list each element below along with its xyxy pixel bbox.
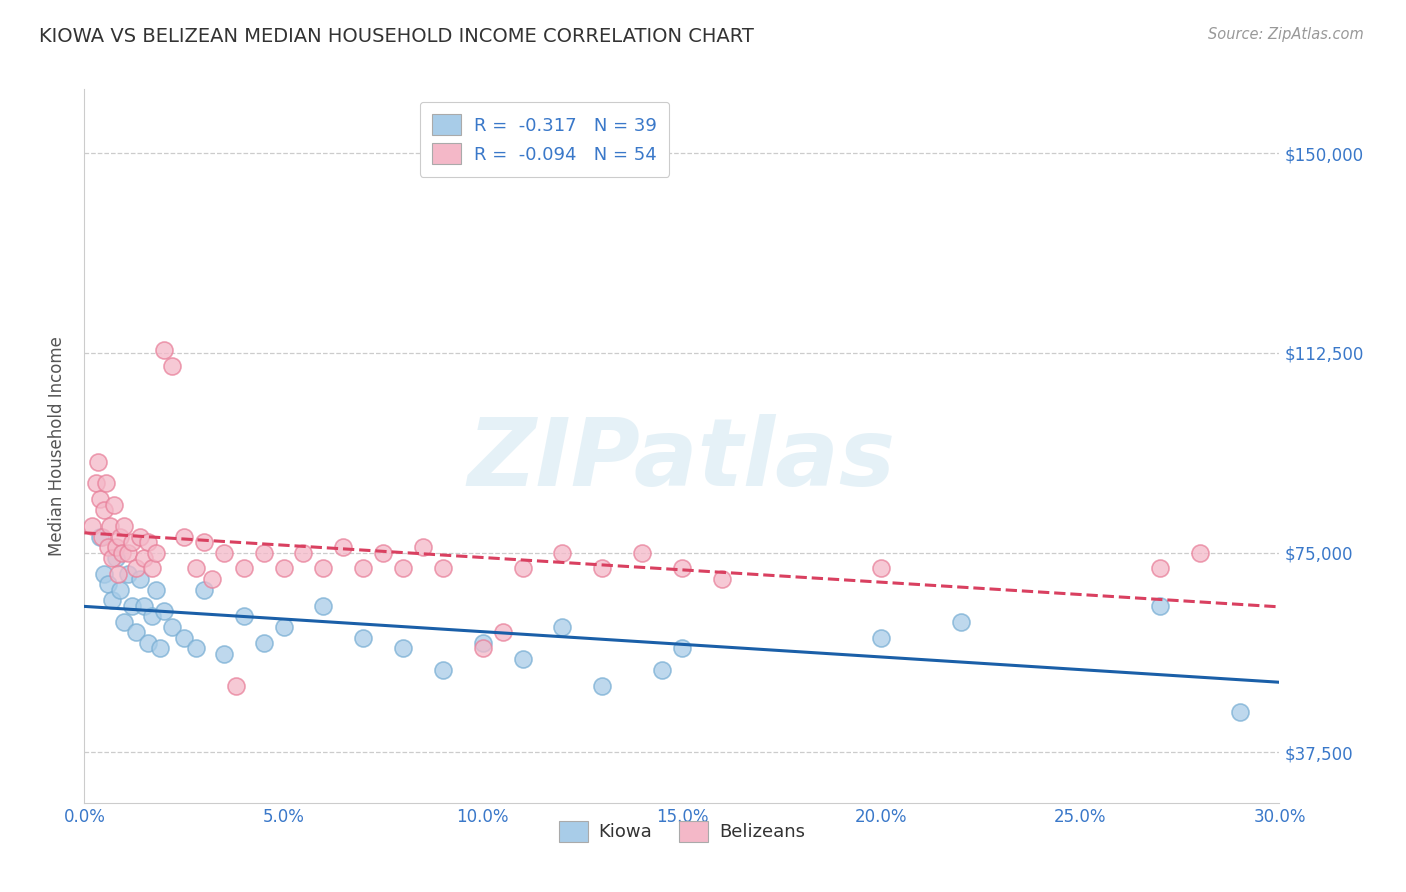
Point (193, 534, 215, 549)
Point (136, 534, 159, 549)
Point (129, 572, 152, 586)
Point (103, 498, 125, 512)
Point (129, 529, 152, 543)
Point (121, 599, 143, 613)
Point (1188, 545, 1211, 559)
Point (949, 615, 972, 629)
Point (870, 631, 893, 645)
Point (141, 561, 163, 575)
Point (101, 593, 124, 607)
Point (184, 641, 207, 656)
Point (392, 561, 415, 575)
Text: KIOWA VS BELIZEAN MEDIAN HOUSEHOLD INCOME CORRELATION CHART: KIOWA VS BELIZEAN MEDIAN HOUSEHOLD INCOM… (39, 27, 754, 45)
Point (173, 529, 195, 543)
Point (273, 561, 295, 575)
Point (373, 545, 395, 559)
Point (512, 652, 534, 666)
Point (1229, 706, 1251, 720)
Point (471, 641, 494, 656)
Point (141, 609, 163, 624)
Point (551, 620, 574, 634)
Point (332, 540, 354, 554)
Point (432, 663, 454, 677)
Point (105, 540, 128, 554)
Point (432, 561, 454, 575)
Point (89, 529, 111, 543)
Point (93, 566, 115, 581)
Point (312, 599, 335, 613)
Point (86, 476, 108, 491)
Point (105, 550, 128, 565)
Point (253, 636, 276, 650)
Point (232, 609, 254, 624)
Legend: Kiowa, Belizeans: Kiowa, Belizeans (550, 812, 814, 851)
Point (312, 561, 335, 575)
Point (591, 561, 613, 575)
Point (710, 572, 733, 586)
Point (1149, 561, 1171, 575)
Point (651, 663, 673, 677)
Point (110, 529, 132, 543)
Y-axis label: Median Household Income: Median Household Income (48, 336, 66, 556)
Point (132, 599, 156, 613)
Point (112, 519, 135, 533)
Point (107, 566, 129, 581)
Point (671, 561, 693, 575)
Point (136, 636, 159, 650)
Point (392, 641, 415, 656)
Point (201, 572, 224, 586)
Point (173, 631, 195, 645)
Point (117, 545, 139, 559)
Point (97, 540, 120, 554)
Point (870, 561, 893, 575)
Point (96, 476, 118, 491)
Point (145, 582, 167, 597)
Point (212, 647, 235, 661)
Point (111, 545, 134, 559)
Text: ZIPatlas: ZIPatlas (468, 414, 896, 507)
Point (121, 534, 143, 549)
Point (492, 625, 515, 640)
Point (112, 615, 135, 629)
Point (153, 604, 176, 618)
Point (225, 679, 247, 693)
Point (551, 545, 574, 559)
Point (273, 620, 295, 634)
Point (101, 550, 124, 565)
Point (82, 519, 104, 533)
Point (412, 540, 434, 554)
Point (125, 625, 148, 640)
Point (117, 566, 139, 581)
Point (98, 519, 121, 533)
Point (631, 545, 654, 559)
Point (153, 343, 176, 358)
Point (212, 545, 235, 559)
Point (145, 545, 167, 559)
Point (471, 636, 494, 650)
Point (591, 679, 613, 693)
Point (160, 620, 183, 634)
Point (87, 455, 110, 469)
Point (160, 359, 183, 373)
Point (352, 561, 374, 575)
Point (1149, 599, 1171, 613)
Point (110, 582, 132, 597)
Point (232, 561, 254, 575)
Point (89, 492, 111, 507)
Point (93, 503, 115, 517)
Point (352, 631, 374, 645)
Point (193, 582, 215, 597)
Point (671, 641, 693, 656)
Point (97, 577, 120, 591)
Point (292, 545, 315, 559)
Point (91, 529, 114, 543)
Point (149, 641, 172, 656)
Point (512, 561, 534, 575)
Point (132, 550, 156, 565)
Point (253, 545, 276, 559)
Point (125, 561, 148, 575)
Text: Source: ZipAtlas.com: Source: ZipAtlas.com (1208, 27, 1364, 42)
Point (184, 561, 207, 575)
